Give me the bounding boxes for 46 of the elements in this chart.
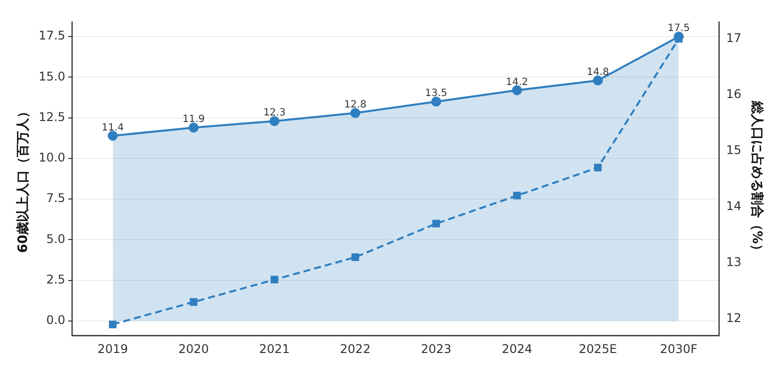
y2-tick-label: 15 bbox=[726, 142, 742, 157]
point bbox=[188, 122, 199, 133]
x-tick-label: 2021 bbox=[259, 342, 290, 356]
y2-tick-label: 17 bbox=[726, 30, 742, 45]
point bbox=[592, 75, 603, 86]
point bbox=[270, 276, 278, 284]
data-label: 11.9 bbox=[182, 114, 205, 126]
y-tick-label: 2.5 bbox=[46, 272, 66, 286]
data-label: 14.8 bbox=[586, 67, 609, 78]
data-label: 13.5 bbox=[425, 88, 448, 100]
point bbox=[431, 96, 442, 107]
x-tick-label: 2023 bbox=[420, 342, 452, 356]
data-label: 12.3 bbox=[263, 108, 286, 119]
y-tick-label: 7.5 bbox=[46, 191, 66, 206]
y2-tick-label: 12 bbox=[726, 310, 742, 325]
point bbox=[350, 108, 360, 118]
point bbox=[512, 85, 522, 96]
y2-tick-label: 16 bbox=[726, 86, 742, 101]
x-tick-label: 2020 bbox=[178, 342, 209, 356]
x-tick-label: 2030F bbox=[660, 342, 698, 356]
point bbox=[432, 220, 440, 228]
y2-axis-title: 総人口に占める割合（%） bbox=[748, 100, 765, 257]
point bbox=[351, 253, 360, 262]
y-tick-label: 5.0 bbox=[46, 232, 66, 246]
data-label: 14.2 bbox=[506, 76, 528, 88]
data-label: 11.4 bbox=[102, 122, 124, 134]
y-tick-label: 0.0 bbox=[46, 313, 66, 328]
x-tick-label: 2025E bbox=[578, 342, 617, 356]
x-tick-label: 2019 bbox=[97, 342, 128, 356]
y-tick-label: 12.5 bbox=[38, 110, 66, 124]
y-tick-label: 10.0 bbox=[38, 150, 66, 165]
x-tick-label: 2024 bbox=[502, 342, 532, 356]
y-axis-title: 60歳以上人口（百万人） bbox=[16, 104, 32, 253]
y-tick-label: 17.5 bbox=[38, 28, 66, 43]
y2-tick-label: 14 bbox=[726, 198, 742, 213]
point bbox=[269, 116, 280, 126]
y2-tick-label: 13 bbox=[726, 254, 742, 269]
point bbox=[108, 320, 117, 328]
x-tick-label: 2022 bbox=[340, 342, 371, 356]
point bbox=[190, 298, 198, 306]
data-label: 17.5 bbox=[668, 23, 690, 34]
data-label: 12.8 bbox=[344, 100, 366, 111]
point bbox=[108, 130, 118, 141]
point bbox=[513, 192, 521, 200]
point bbox=[594, 164, 602, 172]
y-tick-label: 15.0 bbox=[38, 69, 66, 84]
